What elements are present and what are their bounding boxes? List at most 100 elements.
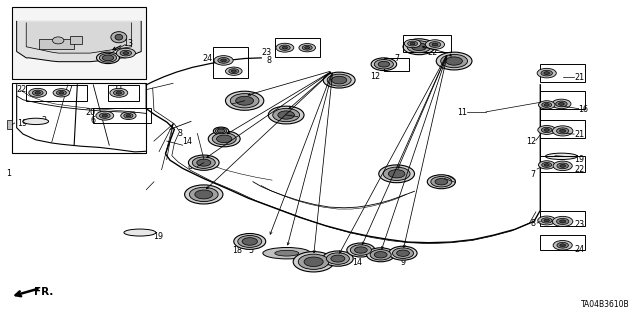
Circle shape — [557, 219, 569, 225]
Circle shape — [280, 45, 291, 50]
Circle shape — [371, 58, 397, 70]
Circle shape — [96, 111, 114, 120]
Ellipse shape — [263, 248, 311, 259]
Circle shape — [99, 54, 116, 62]
Circle shape — [432, 43, 438, 46]
Circle shape — [124, 113, 133, 118]
Circle shape — [538, 101, 555, 109]
Circle shape — [541, 102, 552, 108]
Bar — [26, 85, 87, 101]
Bar — [540, 156, 585, 172]
Circle shape — [97, 52, 120, 63]
Bar — [70, 36, 83, 44]
Circle shape — [383, 167, 410, 181]
Circle shape — [350, 245, 371, 255]
Circle shape — [273, 108, 300, 122]
Ellipse shape — [115, 34, 123, 40]
Text: 14: 14 — [182, 137, 192, 145]
Circle shape — [184, 185, 223, 204]
Circle shape — [407, 41, 431, 53]
Circle shape — [116, 92, 122, 94]
Circle shape — [560, 164, 566, 167]
Circle shape — [229, 69, 239, 74]
Text: 7: 7 — [531, 170, 536, 179]
Circle shape — [553, 161, 572, 171]
Circle shape — [230, 93, 259, 108]
Circle shape — [544, 72, 550, 75]
Circle shape — [99, 113, 110, 118]
Circle shape — [225, 91, 264, 110]
Text: 7: 7 — [68, 85, 73, 94]
Text: 17: 17 — [340, 258, 351, 267]
Circle shape — [389, 246, 417, 260]
Circle shape — [29, 88, 47, 97]
Circle shape — [218, 57, 229, 63]
Circle shape — [557, 128, 569, 134]
Text: 8: 8 — [266, 56, 271, 65]
Ellipse shape — [111, 32, 127, 43]
Circle shape — [412, 43, 427, 50]
Circle shape — [559, 130, 566, 132]
Bar — [540, 235, 585, 250]
Text: 24: 24 — [203, 54, 212, 63]
Text: 24: 24 — [574, 245, 584, 254]
Ellipse shape — [52, 37, 64, 44]
Ellipse shape — [23, 118, 49, 124]
Text: 18: 18 — [296, 262, 306, 271]
Circle shape — [378, 61, 390, 67]
Text: 12: 12 — [525, 137, 536, 145]
Text: 4: 4 — [225, 100, 230, 108]
Text: 23: 23 — [261, 48, 271, 57]
Text: 22: 22 — [113, 85, 123, 94]
Bar — [540, 64, 585, 82]
Text: 15: 15 — [301, 262, 311, 271]
Ellipse shape — [275, 250, 299, 256]
Circle shape — [559, 220, 566, 223]
Circle shape — [305, 47, 310, 49]
Circle shape — [553, 241, 572, 250]
Text: 2: 2 — [42, 115, 47, 125]
Circle shape — [188, 155, 219, 170]
Circle shape — [397, 250, 410, 256]
Circle shape — [116, 48, 136, 58]
Bar — [12, 83, 147, 152]
Circle shape — [323, 72, 355, 88]
Circle shape — [221, 59, 227, 62]
Circle shape — [238, 235, 262, 248]
Circle shape — [429, 42, 441, 48]
Circle shape — [323, 251, 353, 266]
Circle shape — [302, 45, 312, 50]
Circle shape — [33, 90, 43, 95]
Text: 21: 21 — [574, 73, 584, 82]
Circle shape — [120, 50, 132, 56]
Circle shape — [212, 133, 236, 145]
Text: 1: 1 — [6, 169, 11, 178]
Text: 5: 5 — [248, 247, 253, 256]
Text: 8: 8 — [188, 162, 192, 171]
Text: 19: 19 — [17, 119, 28, 129]
Circle shape — [102, 114, 108, 117]
Circle shape — [538, 161, 555, 169]
Circle shape — [410, 42, 415, 45]
Circle shape — [355, 247, 367, 253]
Circle shape — [35, 92, 40, 94]
Text: FR.: FR. — [34, 287, 53, 297]
Bar — [275, 38, 320, 57]
Polygon shape — [17, 21, 141, 62]
Circle shape — [560, 244, 566, 247]
Text: 3: 3 — [178, 129, 182, 138]
Bar — [212, 48, 248, 78]
Text: 10: 10 — [287, 114, 298, 123]
Circle shape — [436, 52, 472, 70]
Circle shape — [195, 190, 212, 199]
Circle shape — [231, 70, 236, 72]
Circle shape — [541, 70, 552, 76]
Circle shape — [236, 96, 253, 105]
Polygon shape — [26, 23, 132, 53]
Circle shape — [446, 57, 463, 65]
Circle shape — [541, 162, 552, 167]
Circle shape — [441, 54, 467, 68]
Circle shape — [192, 157, 215, 168]
Circle shape — [552, 126, 573, 136]
Circle shape — [268, 106, 304, 124]
